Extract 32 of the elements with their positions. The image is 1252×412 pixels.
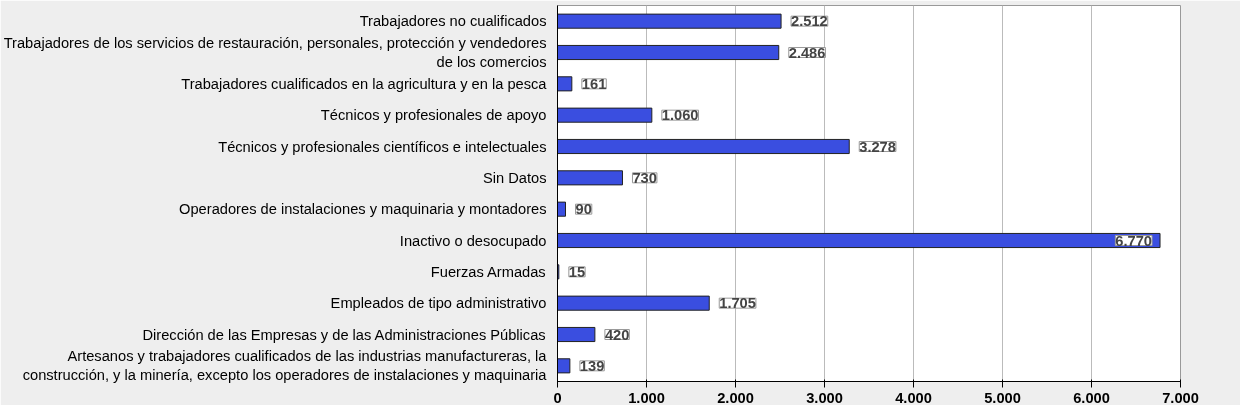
- y-tick-label: Técnicos y profesionales científicos e intelectuales: [218, 138, 547, 155]
- data-label: 161: [581, 75, 607, 92]
- y-tick-label: Sin Datos: [482, 169, 547, 186]
- x-tick-label: 3.000: [806, 389, 843, 406]
- x-tick-label: 0: [553, 389, 562, 406]
- y-tick-label: Técnicos y profesionales de apoyo: [320, 107, 547, 124]
- data-label: 730: [632, 169, 657, 186]
- y-tick-label: Fuerzas Armadas: [430, 263, 546, 280]
- y-tick-label: Operadores de instalaciones y maquinaria y montadores: [179, 201, 547, 218]
- data-label: 139: [579, 357, 605, 374]
- y-tick-label: Trabajadores cualificados en la agricultura y en la pesca: [181, 75, 548, 92]
- data-label: 420: [604, 326, 630, 343]
- data-label: 3.278: [859, 138, 896, 155]
- data-label: 6.770: [1115, 232, 1153, 249]
- data-label: 90: [575, 201, 592, 218]
- x-tick-label: 2.000: [717, 389, 754, 406]
- data-label: 1.705: [719, 295, 756, 312]
- x-tick-label: 1.000: [628, 389, 665, 406]
- y-tick-label: Artesanos y trabajadores cualificados de las industrias manufactureras, la construcción, y la minería, excepto los operadores de instalaciones y maquinaria: [22, 348, 548, 384]
- y-tick-label: Inactivo o desocupado: [399, 232, 547, 249]
- data-label: 2.512: [791, 13, 828, 30]
- data-label: 15: [568, 263, 586, 280]
- data-label: 2.486: [788, 44, 826, 61]
- y-tick-label: Empleados de tipo administrativo: [330, 295, 547, 312]
- x-tick-label: 4.000: [895, 389, 932, 406]
- y-tick-label: Trabajadores no cualificados: [359, 13, 547, 30]
- x-tick-label: 6.000: [1073, 389, 1110, 406]
- x-tick-label: 5.000: [984, 389, 1021, 406]
- y-tick-label: Trabajadores de los servicios de restauración, personales, protección y vendedores de los comercios: [3, 34, 547, 71]
- data-label: 1.060: [661, 107, 699, 124]
- y-tick-label: Dirección de las Empresas y de las Administraciones Públicas: [142, 326, 546, 343]
- x-tick-label: 7.000: [1162, 389, 1199, 406]
